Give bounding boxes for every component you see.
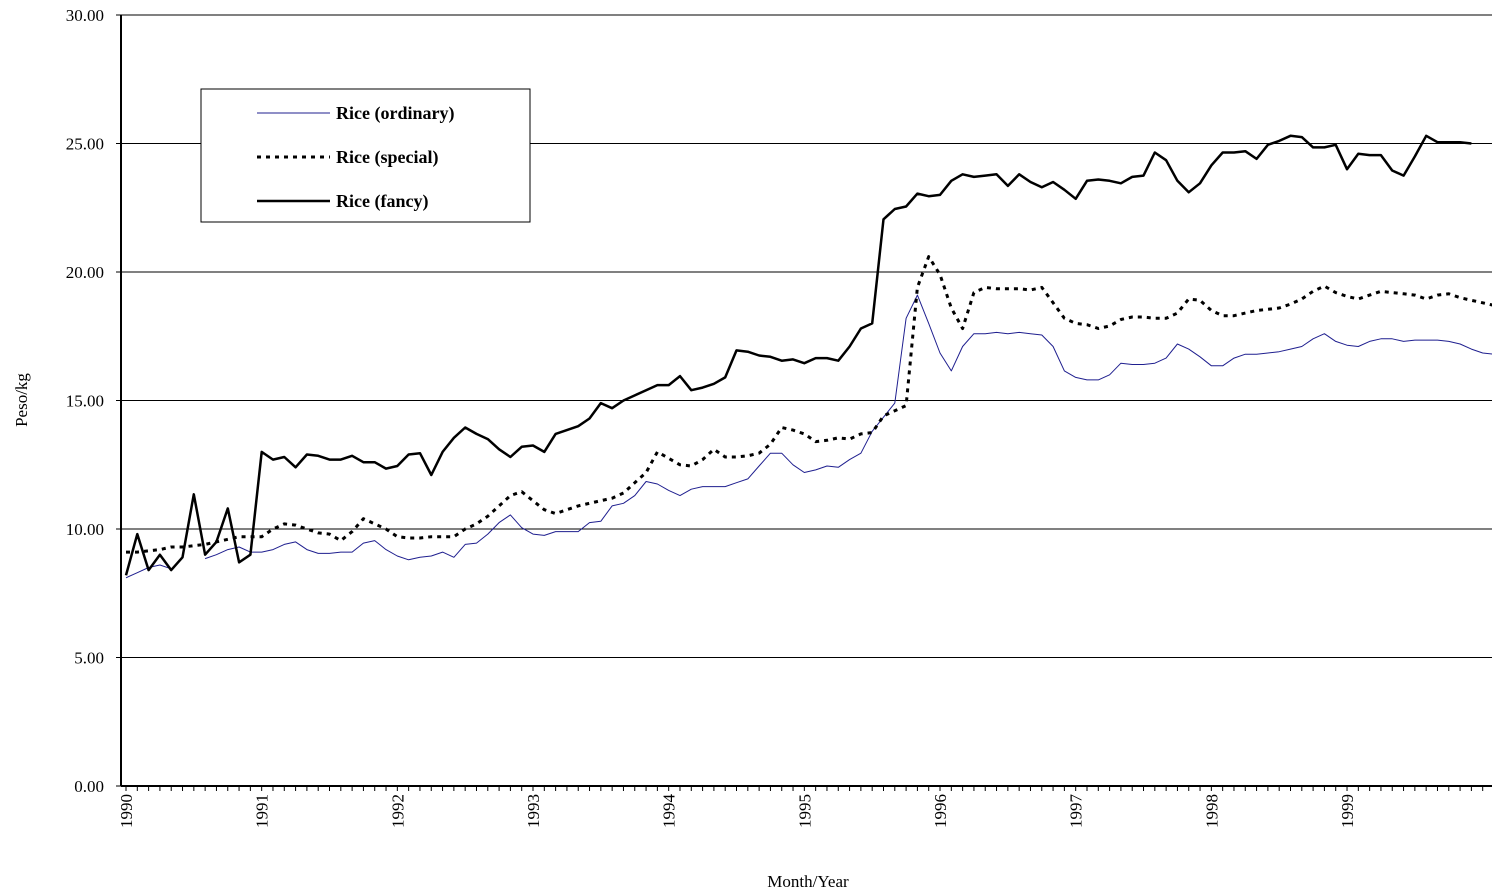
y-tick-label: 25.00 (66, 135, 104, 154)
legend: Rice (ordinary) Rice (special) Rice (fancy… (200, 88, 531, 223)
x-tick-label: 1999 (1338, 794, 1357, 828)
x-tick-label: 1992 (388, 794, 407, 828)
y-tick-label: 30.00 (66, 6, 104, 25)
series-line-2 (126, 255, 1492, 554)
x-tick-label: 1995 (795, 794, 814, 828)
y-tick-label: 10.00 (66, 520, 104, 539)
series-line-3 (124, 134, 1472, 576)
x-tick-label: 1997 (1067, 794, 1086, 829)
x-tick-label: 1991 (253, 794, 272, 828)
legend-label: Rice (special) (336, 147, 438, 168)
legend-label: Rice (fancy) (336, 191, 428, 212)
x-axis-title: Month/Year (767, 872, 849, 891)
y-tick-label: 15.00 (66, 392, 104, 411)
legend-label: Rice (ordinary) (336, 103, 454, 124)
y-axis-title: Peso/kg (12, 373, 31, 427)
x-tick-label: 1994 (660, 794, 679, 829)
x-tick-label: 1993 (524, 794, 543, 828)
y-tick-label: 20.00 (66, 263, 104, 282)
y-tick-labels: 0.00 5.00 10.00 15.00 20.00 25.00 30.00 (66, 6, 121, 796)
legend-box (200, 88, 531, 223)
x-tick-label: 1990 (117, 794, 136, 828)
x-tick-label: 1998 (1202, 794, 1221, 828)
series-lines (124, 134, 1492, 579)
y-tick-label: 5.00 (74, 649, 104, 668)
x-tick-label: 1996 (931, 794, 950, 828)
x-tick-labels: 1990 1991 1992 1993 1994 1995 1996 1997 1998 1999 (117, 786, 1484, 829)
y-tick-label: 0.00 (74, 777, 104, 796)
